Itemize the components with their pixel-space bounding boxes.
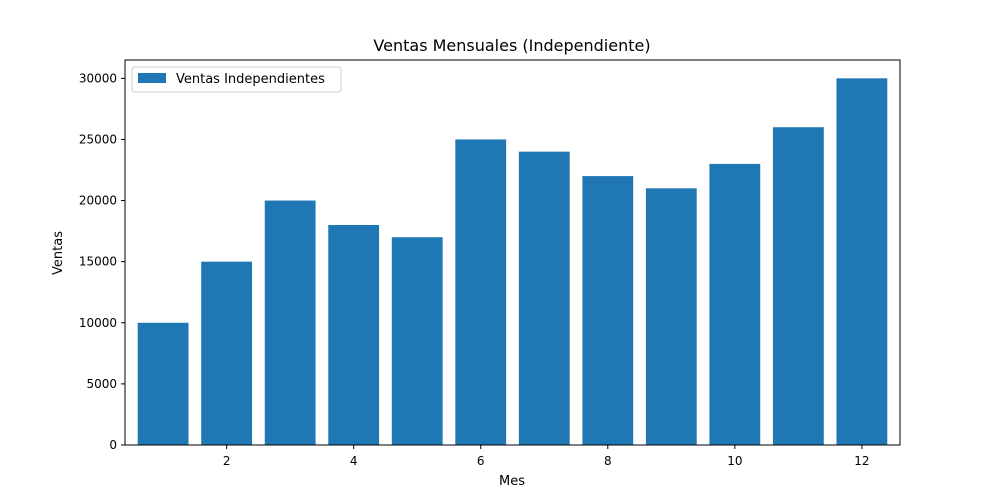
legend-swatch: [138, 73, 166, 83]
legend: Ventas Independientes: [131, 66, 342, 93]
x-tick-label: 6: [477, 454, 485, 468]
bar-month-8: [582, 176, 634, 445]
bar-month-9: [645, 188, 697, 446]
y-tick-label: 5000: [86, 377, 117, 391]
legend-label: Ventas Independientes: [176, 72, 325, 87]
chart-title: Ventas Mensuales (Independiente): [373, 36, 650, 55]
bars-group: [137, 78, 888, 446]
y-tick-label: 30000: [79, 71, 117, 85]
bar-month-4: [328, 225, 380, 445]
plot-area-frame: [124, 59, 901, 446]
x-tick-label: 10: [727, 454, 742, 468]
bar-month-12: [836, 78, 888, 445]
bar-month-7: [518, 151, 570, 445]
bar-month-2: [201, 261, 253, 445]
x-tick-label: 8: [604, 454, 612, 468]
x-axis: 2 4 6 8 10 12: [223, 445, 870, 468]
x-axis-label: Mes: [499, 474, 525, 489]
y-tick-label: 10000: [79, 316, 117, 330]
y-tick-label: 15000: [79, 255, 117, 269]
y-axis: 0 5000 10000 15000 20000 25000 30000: [79, 71, 125, 452]
x-tick-label: 2: [223, 454, 231, 468]
x-tick-label: 12: [854, 454, 869, 468]
x-tick-label: 4: [350, 454, 358, 468]
bar-month-10: [709, 163, 761, 445]
bar-month-5: [391, 237, 443, 445]
y-tick-label: 25000: [79, 132, 117, 146]
bar-month-6: [455, 139, 507, 445]
bar-month-11: [772, 127, 824, 445]
y-axis-label: Ventas: [51, 231, 66, 275]
legend-box: [131, 66, 342, 93]
y-tick-label: 20000: [79, 194, 117, 208]
y-tick-label: 0: [109, 438, 117, 452]
bar-month-3: [264, 200, 316, 445]
bar-month-1: [137, 322, 189, 445]
